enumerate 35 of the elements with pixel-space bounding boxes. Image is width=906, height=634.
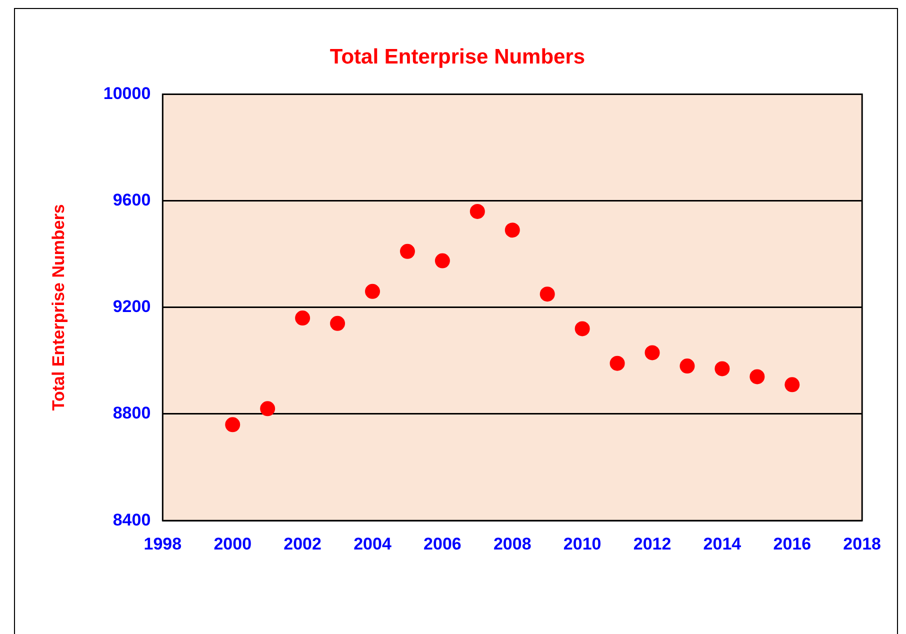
point	[540, 286, 555, 302]
point	[714, 361, 730, 376]
point	[784, 377, 800, 392]
y-tick-label: 9600	[112, 190, 151, 210]
y-tick-label: 9200	[112, 297, 151, 316]
x-tick-label: 1998	[144, 534, 182, 554]
x-tick-label: 2014	[703, 534, 742, 554]
x-tick-label: 2018	[843, 534, 882, 554]
point	[400, 244, 415, 259]
x-tick-label: 2006	[424, 534, 462, 554]
y-tick-label: 8400	[112, 510, 151, 530]
y-tick-label: 10000	[103, 84, 151, 103]
x-tick-label: 2010	[563, 534, 602, 554]
point	[680, 358, 695, 374]
point	[365, 284, 380, 299]
x-tick-label: 2000	[214, 534, 252, 554]
point	[610, 356, 625, 371]
point	[434, 253, 450, 268]
x-tick-label: 2002	[284, 534, 322, 554]
point	[750, 369, 765, 384]
x-tick-label: 2008	[493, 534, 532, 554]
point	[504, 222, 520, 238]
point	[225, 417, 240, 432]
x-tick-label: 2016	[773, 534, 812, 554]
point	[644, 345, 660, 360]
point	[330, 316, 346, 331]
x-tick-label: 2004	[354, 534, 392, 554]
point	[574, 321, 590, 336]
chart-title: Total Enterprise Numbers	[330, 45, 586, 68]
point	[260, 401, 276, 416]
point	[470, 204, 485, 219]
y-axis-title: Total Enterprise Numbers	[48, 204, 68, 411]
y-tick-label: 8800	[112, 404, 151, 423]
x-tick-label: 2012	[633, 534, 672, 554]
point	[295, 310, 310, 326]
